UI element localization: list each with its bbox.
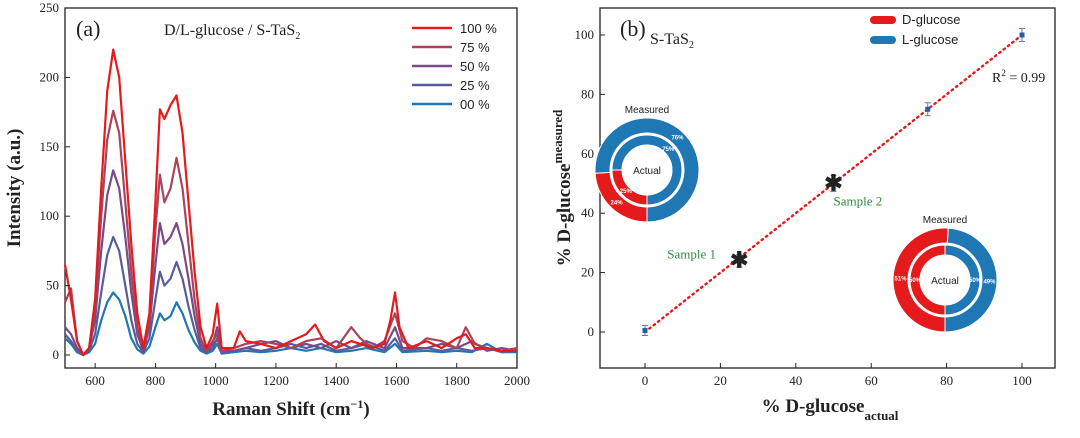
donut-top-label: Measured (923, 215, 967, 226)
x-tick-label: 40 (789, 373, 802, 388)
plot-frame (64, 7, 518, 369)
donut-outer-segment (594, 117, 700, 223)
x-tick-label: 800 (146, 373, 166, 388)
y-axis-title: % D-glucosemeasured (550, 109, 575, 267)
donut-center-label: Actual (931, 276, 959, 287)
y-tick-label: 20 (581, 265, 594, 280)
data-point (736, 258, 742, 264)
panel-label: (b) (620, 16, 646, 41)
data-point (925, 106, 931, 112)
x-tick-label: 60 (865, 373, 878, 388)
y-ticks: 0 50 100 150 200 250 (40, 0, 70, 362)
legend-label-d-glucose: D-glucose (902, 12, 961, 27)
sample-marker-sample-1: ✱ (730, 248, 748, 273)
donut-outer-label: 49% (983, 279, 996, 285)
legend-label-75: 75 % (460, 40, 490, 55)
legend-label-25: 25 % (460, 78, 490, 93)
donut-outer-label: 51% (895, 277, 908, 283)
x-tick-label: 1200 (263, 373, 289, 388)
y-tick-label: 40 (581, 205, 594, 220)
series-line-00 (64, 291, 517, 357)
chart-title: D/L-glucose / S-TaS2 (164, 22, 300, 42)
legend: 100 % 75 % 50 % 25 % 00 % (412, 21, 497, 112)
legend-label-l-glucose: L-glucose (902, 32, 958, 47)
series-line-25 (64, 235, 518, 357)
x-tick-label: 1000 (203, 373, 229, 388)
x-ticks: 0 20 40 60 80 100 (642, 363, 1032, 388)
y-tick-label: 100 (40, 208, 60, 223)
y-tick-label: 250 (40, 0, 60, 15)
sample-marker-sample-2: ✱ (824, 171, 842, 196)
calibration-panel: 0 20 40 60 80 100 0 20 40 60 80 100 ✱ Sample 1 ✱ Samp… (540, 0, 1080, 433)
donut-outer-segment (944, 227, 998, 333)
legend-label-50: 50 % (460, 59, 490, 74)
x-tick-label: 600 (85, 373, 105, 388)
y-tick-label: 50 (46, 278, 59, 293)
legend: D-glucose L-glucose (870, 12, 961, 47)
raman-spectra-chart: 600 800 1000 1200 1400 1600 1800 2000 0 50 100 150… (4, 0, 530, 420)
legend-swatch-d-glucose (870, 16, 896, 24)
x-axis-title: Raman Shift (cm−1) (212, 397, 369, 420)
x-tick-label: 100 (1012, 373, 1032, 388)
y-tick-label: 0 (588, 324, 595, 339)
sample-label-sample-2: Sample 2 (834, 194, 883, 209)
y-tick-label: 0 (53, 347, 60, 362)
x-tick-label: 0 (642, 373, 649, 388)
sample-markers: ✱Sample 1✱Sample 2 (667, 171, 882, 273)
series-line-50 (64, 169, 518, 357)
donut-inner-label: 75% (662, 147, 675, 153)
donut-inner-label: 50% (909, 278, 922, 284)
data-points (642, 28, 1025, 336)
y-axis-title: Intensity (a.u.) (4, 129, 25, 248)
y-ticks: 0 20 40 60 80 100 (575, 27, 605, 339)
chart-title: S-TaS2 (650, 31, 694, 51)
donut-inner-label: 50% (969, 278, 982, 284)
donut-inner-label: 25% (620, 189, 633, 195)
donut-top-label: Measured (625, 105, 669, 116)
legend-swatch-l-glucose (870, 36, 896, 44)
data-point (642, 328, 648, 334)
donut-outer-label: 76% (671, 136, 684, 142)
y-tick-label: 150 (40, 139, 60, 154)
donut-center-label: Actual (633, 166, 661, 177)
x-tick-label: 80 (940, 373, 953, 388)
data-point (1019, 32, 1025, 38)
donut-sample-1: Measured 24% 76% 25% 75% Actual (594, 105, 700, 223)
series-line-100 (63, 48, 517, 357)
x-tick-label: 1400 (323, 373, 349, 388)
data-point (831, 181, 836, 186)
series-line-75 (63, 109, 518, 357)
donut-charts: Measured 24% 76% 25% 75% Actual Measured 51% 49%… (594, 105, 998, 333)
y-tick-label: 60 (581, 146, 594, 161)
y-tick-label: 200 (40, 69, 60, 84)
donut-outer-label: 24% (611, 200, 624, 206)
fit-label: R2 = 0.99 (992, 68, 1045, 86)
x-ticks: 600 800 1000 1200 1400 1600 1800 2000 (85, 363, 530, 388)
x-tick-label: 2000 (504, 373, 530, 388)
x-tick-label: 1600 (383, 373, 409, 388)
x-axis-title: % D-glucoseactual (762, 396, 899, 423)
legend-label-00: 00 % (460, 97, 490, 112)
legend-label-100: 100 % (460, 21, 497, 36)
raman-spectra-panel: 600 800 1000 1200 1400 1600 1800 2000 0 50 100 150… (0, 0, 540, 433)
panel-label: (a) (76, 16, 100, 41)
y-tick-label: 100 (575, 27, 595, 42)
sample-label-sample-1: Sample 1 (667, 247, 716, 262)
donut-inner-segment (944, 244, 981, 316)
donut-inner-segment (611, 134, 683, 206)
y-tick-label: 80 (581, 86, 594, 101)
x-tick-label: 1800 (444, 373, 470, 388)
x-tick-label: 20 (714, 373, 727, 388)
series-group (63, 48, 518, 357)
